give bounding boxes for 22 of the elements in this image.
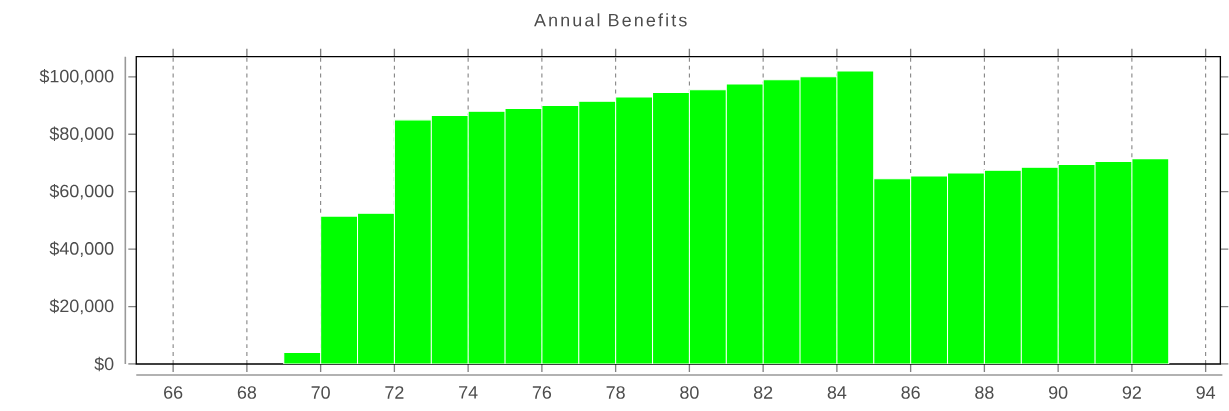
x-tick-label: 66 bbox=[164, 386, 183, 399]
x-tick-label: 84 bbox=[827, 386, 847, 399]
y-tick-label: $40,000 bbox=[49, 241, 114, 258]
x-tick-label: 70 bbox=[311, 386, 330, 399]
y-tick-label: $60,000 bbox=[49, 184, 114, 200]
x-tick-label: 74 bbox=[459, 386, 478, 399]
x-tick-label: 72 bbox=[385, 386, 404, 399]
x-tick-label: 68 bbox=[237, 386, 257, 399]
y-tick-label: $80,000 bbox=[49, 126, 114, 143]
chart-title: Annual Benefits bbox=[534, 13, 687, 27]
x-tick-label: 76 bbox=[532, 386, 552, 399]
x-tick-label: 92 bbox=[1122, 386, 1141, 399]
x-tick-label: 94 bbox=[1196, 386, 1216, 399]
x-tick-label: 88 bbox=[975, 386, 994, 399]
x-tick-label: 78 bbox=[606, 386, 625, 399]
y-tick-label: $20,000 bbox=[49, 298, 114, 315]
y-tick-label: $0 bbox=[94, 356, 114, 372]
x-tick-label: 80 bbox=[680, 386, 699, 399]
x-tick-label: 82 bbox=[753, 386, 773, 399]
y-tick-label: $100,000 bbox=[39, 69, 114, 85]
x-tick-label: 90 bbox=[1049, 386, 1068, 399]
x-tick-label: 86 bbox=[901, 386, 920, 399]
